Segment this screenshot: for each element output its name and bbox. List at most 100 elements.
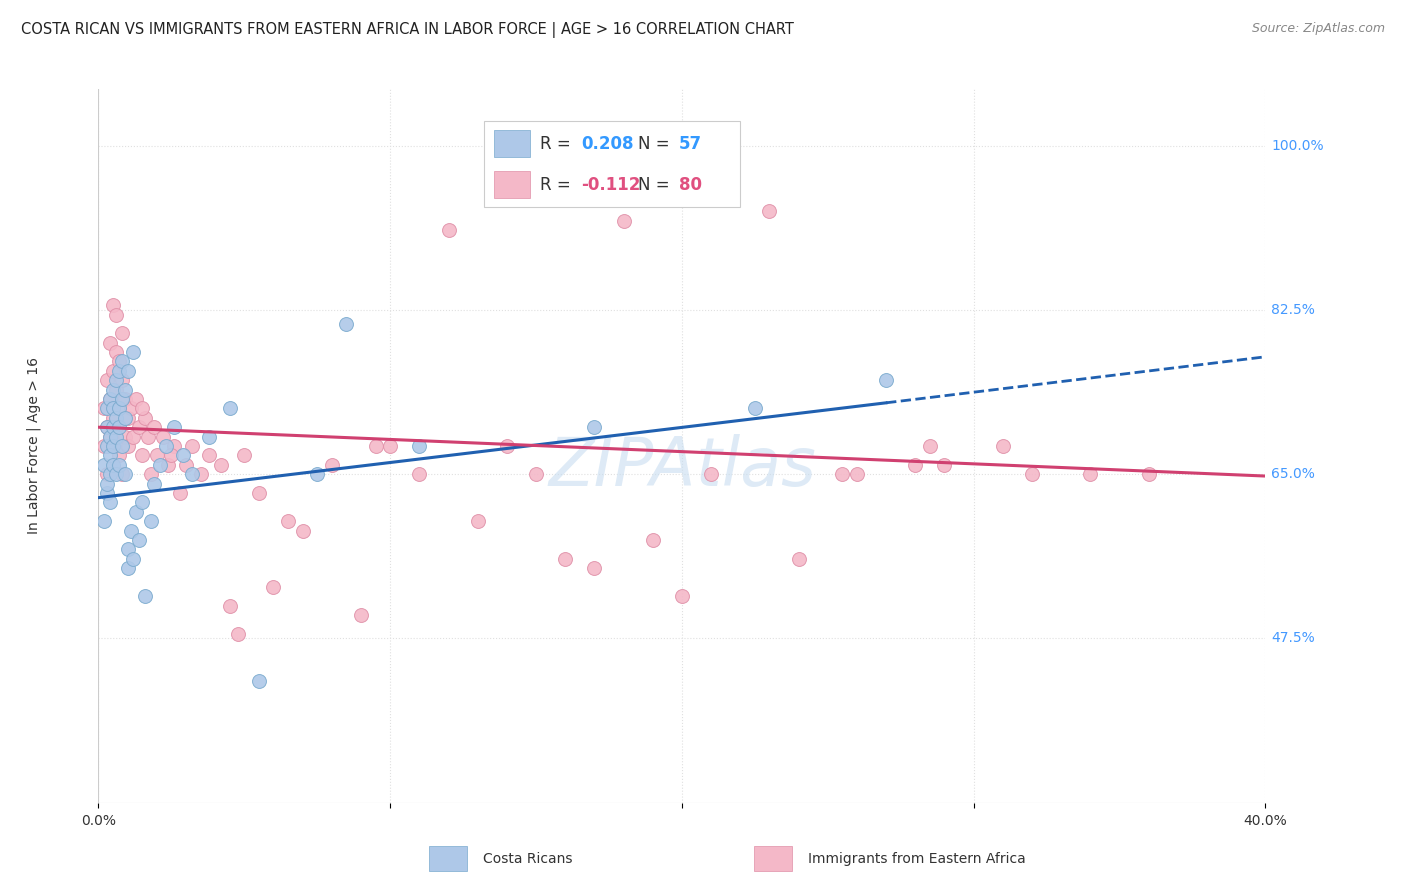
Point [163, 439, 186, 453]
Point [228, 627, 250, 641]
Text: 100.0%: 100.0% [1271, 138, 1324, 153]
Point [160, 449, 183, 463]
Text: 47.5%: 47.5% [1271, 632, 1315, 646]
Text: R =: R = [540, 135, 576, 153]
Point [467, 514, 489, 528]
Point [122, 429, 145, 443]
Point [101, 401, 124, 416]
Point [117, 439, 139, 453]
Point [117, 561, 139, 575]
Point [262, 580, 284, 594]
Text: Costa Ricans: Costa Ricans [484, 852, 572, 865]
Point [104, 467, 127, 482]
Point [117, 542, 139, 557]
Point [125, 505, 148, 519]
Point [218, 599, 240, 613]
Point [104, 383, 127, 397]
Text: R =: R = [540, 176, 576, 194]
Point [117, 410, 139, 425]
Point [114, 467, 136, 482]
Point [787, 551, 810, 566]
Point [96, 467, 118, 482]
Point [134, 589, 156, 603]
Point [111, 373, 134, 387]
Point [96, 486, 118, 500]
Point [108, 401, 131, 416]
Point [131, 401, 153, 416]
Point [142, 476, 165, 491]
Point [408, 439, 430, 453]
Text: COSTA RICAN VS IMMIGRANTS FROM EASTERN AFRICA IN LABOR FORCE | AGE > 16 CORRELAT: COSTA RICAN VS IMMIGRANTS FROM EASTERN A… [21, 22, 794, 38]
Point [104, 308, 127, 322]
Point [671, 589, 693, 603]
Point [378, 439, 402, 453]
Point [152, 429, 174, 443]
Point [641, 533, 664, 547]
Point [101, 420, 124, 434]
Point [108, 420, 131, 434]
Point [408, 467, 430, 482]
Point [155, 439, 177, 453]
Text: 82.5%: 82.5% [1271, 303, 1315, 317]
Point [277, 514, 299, 528]
Point [114, 429, 136, 443]
Text: 0.208: 0.208 [581, 135, 634, 153]
Point [111, 392, 134, 406]
Point [98, 467, 121, 482]
Point [98, 449, 121, 463]
Point [157, 458, 180, 472]
Point [233, 449, 256, 463]
Point [583, 420, 606, 434]
Point [122, 551, 145, 566]
Point [101, 458, 124, 472]
Point [111, 467, 134, 482]
Point [108, 458, 131, 472]
Point [247, 673, 270, 688]
Point [98, 335, 121, 350]
FancyBboxPatch shape [494, 130, 530, 157]
Point [218, 401, 240, 416]
Point [98, 429, 121, 443]
Point [93, 401, 115, 416]
Point [108, 354, 131, 368]
Text: In Labor Force | Age > 16: In Labor Force | Age > 16 [27, 358, 42, 534]
Point [120, 524, 142, 538]
Point [495, 439, 517, 453]
Point [700, 467, 723, 482]
Point [180, 439, 202, 453]
Point [128, 533, 150, 547]
Point [142, 420, 165, 434]
Point [117, 364, 139, 378]
Point [1137, 467, 1160, 482]
Text: Source: ZipAtlas.com: Source: ZipAtlas.com [1251, 22, 1385, 36]
Point [120, 401, 142, 416]
Point [96, 439, 118, 453]
Point [198, 449, 221, 463]
Point [136, 429, 159, 443]
Point [364, 439, 387, 453]
Point [831, 467, 853, 482]
Point [101, 439, 124, 453]
Point [1021, 467, 1043, 482]
Point [101, 364, 124, 378]
Point [169, 486, 191, 500]
Text: 57: 57 [679, 135, 702, 153]
Point [247, 486, 270, 500]
Point [128, 420, 150, 434]
Text: 0.0%: 0.0% [82, 814, 115, 828]
Point [875, 373, 897, 387]
FancyBboxPatch shape [754, 847, 793, 871]
Point [104, 429, 127, 443]
Point [146, 449, 169, 463]
FancyBboxPatch shape [494, 171, 530, 198]
Point [180, 467, 202, 482]
Point [101, 298, 124, 312]
Point [612, 213, 634, 227]
Text: N =: N = [637, 135, 675, 153]
Point [108, 364, 131, 378]
Point [149, 458, 172, 472]
Point [350, 607, 373, 622]
Point [111, 326, 134, 341]
Point [209, 458, 232, 472]
Point [114, 392, 136, 406]
